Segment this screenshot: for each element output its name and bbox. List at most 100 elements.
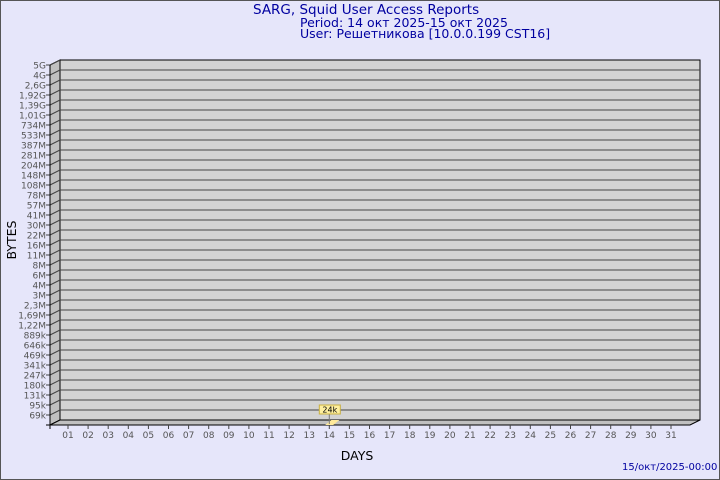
x-tick-label: 01 (62, 431, 73, 441)
gridline-wall (49, 169, 61, 176)
y-tick-label: 8M (33, 262, 47, 272)
x-tick-label: 06 (163, 431, 175, 441)
y-tick-label: 131k (24, 392, 47, 402)
y-tick-label: 1,22M (18, 322, 46, 332)
gridline-wall (49, 249, 61, 256)
gridline-wall (49, 359, 61, 366)
gridline-wall (49, 239, 61, 246)
x-tick-label: 24 (525, 431, 537, 441)
y-tick-label: 6M (33, 272, 47, 282)
y-tick-label: 41M (27, 212, 46, 222)
gridline-wall (49, 119, 61, 126)
period-text: Period: 14 окт 2025-15 окт 2025 (300, 15, 508, 30)
y-tick-label: 108M (21, 182, 46, 192)
x-tick-label: 08 (203, 431, 215, 441)
x-tick-label: 03 (102, 431, 113, 441)
gridline-wall (49, 69, 61, 76)
y-tick-label: 2,6G (25, 82, 46, 92)
x-tick-label: 31 (665, 431, 676, 441)
x-tick-label: 02 (82, 431, 93, 441)
y-tick-label: 95k (29, 402, 46, 412)
y-tick-label: 341k (24, 362, 47, 372)
x-tick-label: 09 (223, 431, 235, 441)
y-tick-label: 5G (33, 62, 46, 72)
gridline-wall (49, 409, 61, 416)
user-text: User: Решетникова [10.0.0.199 CST16] (300, 26, 551, 41)
y-tick-label: 387M (21, 142, 46, 152)
gridline-wall (49, 179, 61, 186)
y-tick-label: 69k (29, 412, 46, 422)
y-tick-label: 22M (27, 232, 46, 242)
bar-label-box (318, 404, 341, 415)
gridline-wall (49, 189, 61, 196)
gridline-wall (49, 259, 61, 266)
y-tick-label: 1,01G (19, 112, 46, 122)
y-tick-label: 1,92G (19, 92, 46, 102)
x-tick-label: 05 (143, 431, 154, 441)
gridline-wall (49, 299, 61, 306)
y-tick-label: 247k (24, 372, 47, 382)
y-tick-label: 889k (24, 332, 47, 342)
gridline-wall (49, 269, 61, 276)
gridline-wall (49, 139, 61, 146)
y-tick-label: 1,39G (19, 102, 46, 112)
x-tick-label: 16 (364, 431, 376, 441)
x-tick-label: 30 (645, 431, 657, 441)
gridline-wall (49, 349, 61, 356)
gridline-wall (49, 279, 61, 286)
gridline-wall (49, 129, 61, 136)
x-tick-label: 07 (183, 431, 194, 441)
plot-floor (49, 419, 701, 426)
y-tick-label: 646k (24, 342, 47, 352)
x-tick-label: 15 (344, 431, 355, 441)
y-tick-label: 78M (27, 192, 46, 202)
x-tick-label: 21 (464, 431, 475, 441)
y-tick-label: 1,69M (18, 312, 46, 322)
y-tick-label: 11M (27, 252, 46, 262)
y-tick-label: 204M (21, 162, 46, 172)
gridline-wall (49, 79, 61, 86)
gridline-wall (49, 99, 61, 106)
x-tick-label: 10 (243, 431, 255, 441)
y-tick-label: 148M (21, 172, 46, 182)
x-tick-label: 26 (565, 431, 577, 441)
y-tick-label: 4M (33, 282, 47, 292)
gridline-wall (49, 199, 61, 206)
x-axis-label: DAYS (341, 448, 374, 463)
gridline-wall (49, 159, 61, 166)
gridline-wall (49, 389, 61, 396)
y-tick-label: 469k (24, 352, 47, 362)
x-tick-label: 20 (444, 431, 456, 441)
gridline-wall (49, 369, 61, 376)
gridline-wall (49, 89, 61, 96)
y-tick-label: 281M (21, 152, 46, 162)
chart-title: SARG, Squid User Access Reports (253, 2, 480, 18)
y-tick-label: 16M (27, 242, 46, 252)
bar-value-label: 24k (322, 406, 337, 415)
x-tick-label: 18 (404, 431, 416, 441)
y-tick-label: 533M (21, 132, 46, 142)
y-tick-label: 734M (21, 122, 46, 132)
y-axis-label: BYTES (4, 220, 19, 259)
gridline-wall (49, 289, 61, 296)
x-tick-label: 17 (384, 431, 395, 441)
x-tick-label: 12 (283, 431, 294, 441)
x-tick-label: 29 (625, 431, 637, 441)
gridline-wall (49, 379, 61, 386)
x-tick-label: 28 (605, 431, 617, 441)
x-tick-label: 11 (263, 431, 274, 441)
x-tick-label: 14 (324, 431, 336, 441)
y-tick-label: 2,3M (24, 302, 46, 312)
gridline-wall (49, 219, 61, 226)
gridline-wall (49, 149, 61, 156)
x-tick-label: 22 (484, 431, 495, 441)
gridline-wall (49, 59, 61, 66)
x-tick-label: 04 (123, 431, 135, 441)
gridline-wall (49, 229, 61, 236)
gridline-wall (49, 339, 61, 346)
y-tick-label: 30M (27, 222, 46, 232)
x-tick-label: 23 (504, 431, 515, 441)
gridline-wall (49, 309, 61, 316)
y-tick-label: 57M (27, 202, 46, 212)
